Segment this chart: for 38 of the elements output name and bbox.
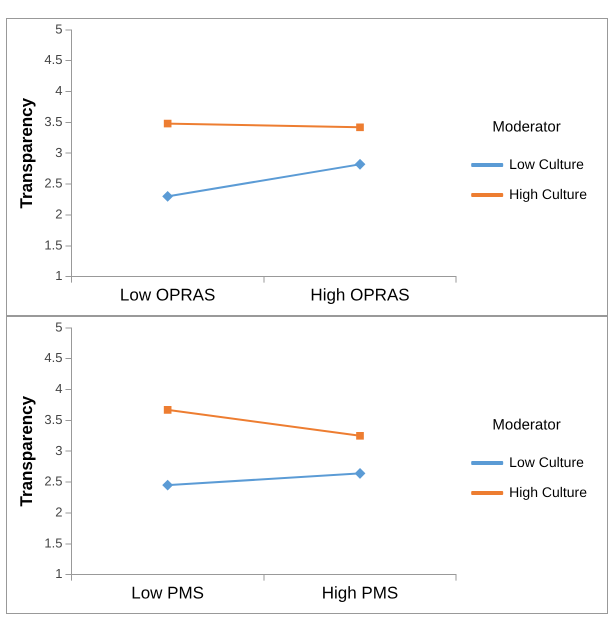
x-tick-label: High PMS <box>322 583 398 602</box>
point <box>355 159 366 170</box>
x-tick-label: Low PMS <box>131 583 204 602</box>
point <box>356 123 364 132</box>
legend-title: Moderator <box>492 416 561 434</box>
x-tick-label: High OPRAS <box>310 285 410 304</box>
point <box>355 468 366 478</box>
y-tick-label: 1 <box>55 268 62 284</box>
legend-label: Low Culture <box>509 454 584 470</box>
legend-label: Low Culture <box>509 156 584 172</box>
y-tick-label: 3 <box>55 442 62 458</box>
y-tick-label: 1.5 <box>44 535 62 550</box>
y-axis-title: Transparency <box>16 395 36 506</box>
y-tick-label: 4 <box>55 381 62 396</box>
point <box>162 191 173 202</box>
y-tick-label: 5 <box>55 21 62 36</box>
legend-title: Moderator <box>492 118 561 136</box>
point <box>164 406 172 414</box>
y-tick-label: 4.5 <box>44 52 62 68</box>
legend-label: High Culture <box>509 484 588 500</box>
point <box>164 120 172 128</box>
y-tick-label: 4 <box>55 83 62 98</box>
point <box>162 480 173 490</box>
y-tick-label: 2 <box>55 504 62 520</box>
y-tick-label: 2 <box>55 206 62 222</box>
y-tick-label: 2.5 <box>44 474 62 489</box>
y-tick-label: 3.5 <box>44 412 62 427</box>
y-axis-title: Transparency <box>16 97 36 208</box>
y-tick-label: 2.5 <box>44 176 62 191</box>
y-tick-label: 3 <box>55 144 62 160</box>
y-tick-label: 4.5 <box>44 350 62 366</box>
y-tick-label: 1.5 <box>44 237 62 252</box>
x-tick-label: Low OPRAS <box>120 285 216 304</box>
y-tick-label: 1 <box>55 566 62 582</box>
y-tick-label: 3.5 <box>44 114 62 129</box>
y-tick-label: 5 <box>55 319 62 334</box>
legend-label: High Culture <box>509 186 588 202</box>
point <box>356 432 364 440</box>
